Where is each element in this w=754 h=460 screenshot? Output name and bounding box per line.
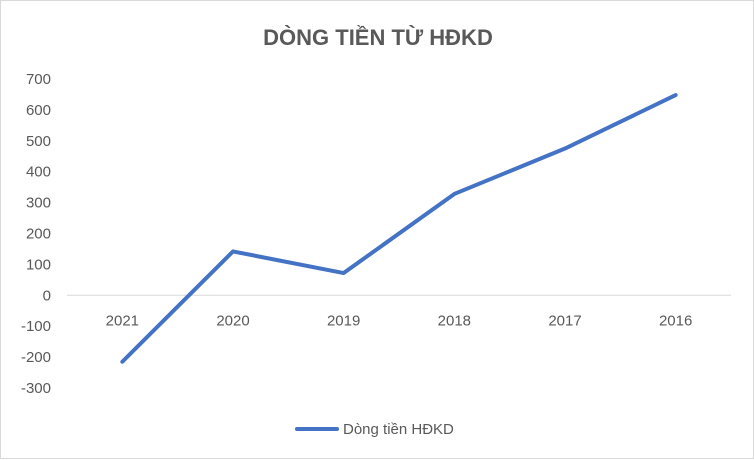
y-tick-label: -200 [21, 349, 51, 366]
legend: Dòng tiền HĐKD [295, 421, 454, 438]
y-tick-label: -300 [21, 380, 51, 397]
y-tick-label: 200 [26, 226, 51, 243]
y-tick-label: 100 [26, 256, 51, 273]
y-tick-label: 600 [26, 102, 51, 119]
series-line-0 [120, 93, 678, 364]
y-tick-label: -100 [21, 318, 51, 335]
y-tick-label: 0 [43, 287, 51, 304]
x-tick-label: 2020 [216, 312, 249, 329]
x-tick-label: 2019 [327, 312, 360, 329]
y-tick-label: 500 [26, 133, 51, 150]
y-axis-ticks: 700 600 500 400 300 200 100 0 -100 -200 -300 [21, 71, 51, 397]
chart-title: DÒNG TIỀN TỪ HĐKD [263, 25, 493, 50]
x-tick-label: 2018 [438, 312, 471, 329]
y-tick-label: 400 [26, 164, 51, 181]
y-tick-label: 700 [26, 71, 51, 88]
x-axis-ticks: 2021 2020 2019 2018 2017 2016 [106, 312, 693, 329]
legend-label-dong-tien-hdkd: Dòng tiền HĐKD [343, 421, 454, 438]
x-tick-label: 2021 [106, 312, 139, 329]
x-tick-label: 2017 [548, 312, 581, 329]
x-tick-label: 2016 [659, 312, 692, 329]
series-layer [120, 93, 678, 364]
y-tick-label: 300 [26, 195, 51, 212]
